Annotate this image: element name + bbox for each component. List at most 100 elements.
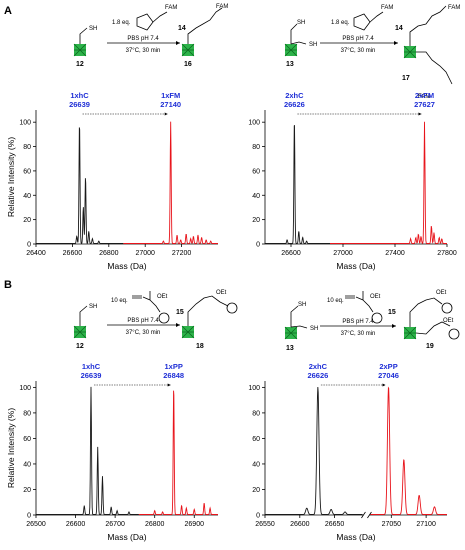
- y-tick-label: 0: [27, 242, 31, 249]
- mass-spectrum-chart: 0 20 40 60 80 100 26600 27000 27400 27800 Mass (Da…: [248, 91, 457, 271]
- y-tick-label: 60: [252, 436, 260, 443]
- x-tick-label: 26400: [26, 250, 46, 257]
- peak-label-name: 1xhC: [82, 362, 101, 371]
- x-tick-label: 26600: [66, 521, 86, 528]
- peak-label-name: 2xhC: [309, 362, 328, 371]
- y-tick-label: 80: [252, 144, 260, 151]
- maleimide-reagent-icon: [136, 11, 168, 31]
- x-tick-label: 27050: [382, 521, 402, 528]
- x-tick-label: 26800: [99, 250, 119, 257]
- y-tick-label: 80: [252, 410, 260, 417]
- maleimide-reagent-icon: [353, 11, 384, 31]
- reaction-conditions-2: 37°C, 30 min: [341, 48, 376, 54]
- reaction-scheme-b-right: SH SH 13 10 eq. OEt 15 PBS pH 7.4 37°C, …: [284, 290, 460, 352]
- x-axis-label: Mass (Da): [336, 532, 375, 542]
- peak-label-mass: 26848: [163, 371, 184, 380]
- protein-icon: [181, 325, 195, 339]
- thiol-label: SH: [89, 304, 97, 310]
- x-axis-label: Mass (Da): [336, 261, 375, 271]
- x-tick-label: 26700: [105, 521, 125, 528]
- panel-label-b: B: [4, 279, 12, 291]
- peak-label-mass: 27140: [160, 100, 181, 109]
- x-tick-label: 27200: [172, 250, 192, 257]
- x-tick-label: 27000: [333, 250, 353, 257]
- mass-spectrum-chart: 0 20 40 60 80 100 26500 26600 26700 26800 26900 Mas…: [6, 362, 218, 542]
- x-tick-label: 26650: [325, 521, 345, 528]
- reagent-number: 15: [388, 309, 396, 316]
- black-trace-series: [265, 125, 330, 244]
- peak-label-name: 1xhC: [70, 91, 89, 100]
- reagent-number: 15: [176, 309, 184, 316]
- y-tick-label: 20: [23, 217, 31, 224]
- x-tick-label: 27400: [385, 250, 405, 257]
- x-tick-label: 26900: [185, 521, 205, 528]
- reaction-scheme-a-left: SH 12 1.8 eq. FAM 14 PBS pH 7.4 37°C, 30…: [73, 4, 228, 68]
- y-tick-label: 0: [256, 242, 260, 249]
- y-axis-label: Relative Intensity (%): [6, 408, 16, 488]
- y-tick-label: 20: [252, 487, 260, 494]
- phosphonamidate-reagent-icon: [345, 291, 383, 324]
- y-tick-label: 80: [23, 144, 31, 151]
- y-tick-label: 40: [252, 461, 260, 468]
- thiol-label: SH: [297, 20, 305, 26]
- reagent-number: 14: [178, 25, 186, 32]
- product-tag: FAM: [216, 4, 228, 10]
- y-tick-label: 60: [23, 436, 31, 443]
- y-tick-label: 100: [19, 385, 31, 392]
- black-trace-series: [265, 386, 363, 515]
- peak-label-mass: 26626: [307, 371, 328, 380]
- product-number: 17: [402, 75, 410, 82]
- x-tick-label: 26600: [290, 521, 310, 528]
- peak-label-name: 2xPP: [379, 362, 397, 371]
- black-trace-series: [36, 386, 139, 515]
- reagent-tag: FAM: [381, 5, 393, 11]
- product-tag-2: FAM: [418, 94, 430, 100]
- peak-label-mass: 27627: [414, 100, 435, 109]
- reactant-number: 12: [76, 61, 84, 68]
- x-tick-label: 26550: [255, 521, 275, 528]
- phosphonamidate-reagent-icon: [132, 291, 170, 324]
- product-tag: OEt: [436, 290, 447, 296]
- reaction-scheme-a-right: SH SH 13 1.8 eq. FAM 14 PBS pH 7.4 37°C,…: [284, 5, 460, 100]
- protein-icon: [284, 43, 298, 57]
- y-tick-label: 20: [23, 487, 31, 494]
- red-trace-series: [330, 121, 447, 244]
- reactant-number: 13: [286, 61, 294, 68]
- reagent-equivalents: 1.8 eq.: [112, 20, 131, 26]
- y-tick-label: 40: [23, 193, 31, 200]
- reagent-tag: OEt: [157, 294, 168, 300]
- black-trace-series: [36, 127, 124, 244]
- reagent-tag: OEt: [370, 294, 381, 300]
- x-tick-label: 27800: [437, 250, 457, 257]
- y-tick-label: 100: [19, 120, 31, 127]
- y-tick-label: 40: [23, 461, 31, 468]
- charts: 0 20 40 60 80 100 26400 26600 26800 27000 27200 Mas…: [6, 91, 457, 542]
- reactant-number: 12: [76, 343, 84, 350]
- mass-shift-arrowhead: [164, 112, 168, 116]
- x-tick-label: 26500: [26, 521, 46, 528]
- peak-label-mass: 26639: [81, 371, 102, 380]
- peak-label-name: 2xhC: [285, 91, 304, 100]
- protein-icon: [73, 325, 87, 339]
- reaction-conditions-1: PBS pH 7.4: [342, 36, 374, 42]
- protein-icon: [403, 326, 417, 340]
- product-number: 16: [184, 61, 192, 68]
- y-tick-label: 20: [252, 217, 260, 224]
- reagent-equivalents: 10 eq.: [327, 298, 344, 304]
- mass-shift-arrowhead: [382, 383, 386, 387]
- peak-label-mass: 26626: [284, 100, 305, 109]
- reactant-number: 13: [286, 345, 294, 352]
- protein-icon: [284, 326, 298, 340]
- mass-shift-arrowhead: [418, 112, 422, 116]
- panel-label-a: A: [4, 5, 12, 17]
- reaction-conditions-2: 37°C, 30 min: [341, 331, 376, 337]
- reaction-conditions-1: PBS pH 7.4: [342, 319, 374, 325]
- product-tag: OEt: [216, 290, 227, 296]
- y-axis-label: Relative Intensity (%): [6, 137, 16, 217]
- mass-spectrum-chart: 0 20 40 60 80 100 26550 26600 26650 27050 27100 Mas…: [248, 362, 447, 542]
- reaction-conditions-2: 37°C, 30 min: [126, 48, 161, 54]
- reaction-scheme-b-left: SH 12 10 eq. OEt 15 PBS pH 7.4 37°C, 30 …: [73, 290, 238, 350]
- x-tick-label: 27100: [416, 521, 436, 528]
- mass-spectrum-chart: 0 20 40 60 80 100 26400 26600 26800 27000 27200 Mas…: [6, 91, 218, 271]
- y-tick-label: 0: [256, 513, 260, 520]
